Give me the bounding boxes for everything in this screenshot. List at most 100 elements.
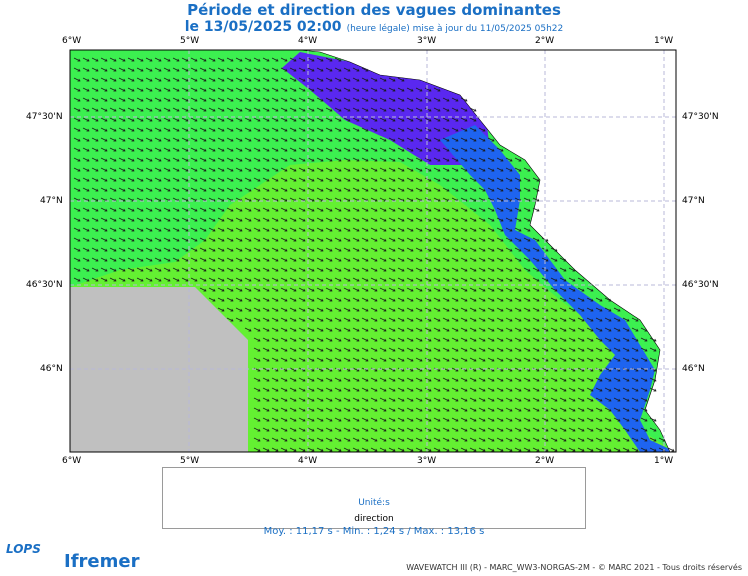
direction-arrowhead — [572, 368, 576, 372]
direction-arrow — [154, 117, 162, 122]
direction-arrow — [622, 427, 630, 432]
direction-arrowhead — [239, 78, 243, 82]
direction-arrow — [379, 97, 387, 102]
direction-arrowhead — [320, 388, 324, 392]
direction-arrowhead — [149, 78, 153, 82]
direction-arrow — [253, 107, 261, 112]
direction-arrowhead — [266, 208, 270, 212]
direction-arrowhead — [338, 418, 342, 422]
direction-arrow — [163, 277, 171, 282]
direction-arrowhead — [239, 68, 243, 72]
direction-arrowhead — [392, 88, 396, 92]
direction-arrowhead — [329, 188, 333, 192]
direction-arrow — [334, 137, 342, 142]
direction-arrow — [379, 137, 387, 142]
direction-arrow — [532, 237, 540, 242]
direction-arrow — [433, 207, 441, 212]
direction-arrowhead — [113, 138, 117, 142]
direction-arrow — [523, 247, 531, 252]
direction-arrow — [145, 67, 153, 72]
direction-arrow — [469, 357, 477, 362]
direction-arrow — [352, 67, 360, 72]
direction-arrow — [343, 217, 351, 222]
direction-arrow — [397, 117, 405, 122]
direction-arrow — [388, 397, 396, 402]
direction-arrow — [109, 87, 117, 92]
direction-arrowhead — [311, 58, 315, 62]
direction-arrowhead — [95, 78, 99, 82]
direction-arrowhead — [293, 308, 297, 312]
direction-arrowhead — [266, 118, 270, 122]
direction-arrow — [388, 377, 396, 382]
direction-arrow — [433, 177, 441, 182]
direction-arrow — [514, 277, 522, 282]
direction-arrowhead — [185, 228, 189, 232]
direction-arrowhead — [104, 188, 108, 192]
direction-arrow — [388, 97, 396, 102]
direction-arrowhead — [158, 58, 162, 62]
direction-arrowhead — [311, 338, 315, 342]
direction-arrow — [613, 357, 621, 362]
direction-arrow — [217, 217, 225, 222]
direction-arrow — [406, 347, 414, 352]
direction-arrowhead — [131, 208, 135, 212]
direction-arrow — [325, 157, 333, 162]
direction-arrow — [190, 57, 198, 62]
direction-arrow — [406, 407, 414, 412]
direction-arrowhead — [410, 278, 414, 282]
direction-arrow — [244, 267, 252, 272]
direction-arrowhead — [347, 208, 351, 212]
direction-arrowhead — [383, 358, 387, 362]
direction-arrow — [541, 277, 549, 282]
direction-arrowhead — [311, 388, 315, 392]
direction-arrowhead — [293, 398, 297, 402]
direction-arrowhead — [374, 408, 378, 412]
direction-arrow — [388, 117, 396, 122]
direction-arrowhead — [257, 228, 261, 232]
direction-arrowhead — [212, 88, 216, 92]
direction-arrowhead — [158, 148, 162, 152]
direction-arrow — [172, 257, 180, 262]
direction-arrowhead — [572, 328, 576, 332]
direction-arrowhead — [491, 148, 495, 152]
direction-arrow — [649, 447, 657, 452]
direction-arrowhead — [176, 138, 180, 142]
direction-arrow — [379, 207, 387, 212]
direction-arrowhead — [257, 328, 261, 332]
direction-arrowhead — [302, 448, 306, 452]
direction-arrow — [289, 137, 297, 142]
direction-arrow — [361, 357, 369, 362]
direction-arrowhead — [374, 128, 378, 132]
direction-arrowhead — [374, 368, 378, 372]
direction-arrow — [496, 177, 504, 182]
direction-arrow — [298, 287, 306, 292]
direction-arrow — [181, 147, 189, 152]
direction-arrow — [154, 127, 162, 132]
direction-arrow — [226, 237, 234, 242]
direction-arrow — [244, 297, 252, 302]
direction-arrow — [217, 57, 225, 62]
direction-arrow — [226, 297, 234, 302]
direction-arrow — [640, 387, 648, 392]
direction-arrow — [172, 147, 180, 152]
direction-arrow — [208, 217, 216, 222]
direction-arrow — [640, 337, 648, 342]
direction-arrowhead — [500, 158, 504, 162]
direction-arrowhead — [617, 358, 621, 362]
direction-arrowhead — [401, 148, 405, 152]
direction-arrowhead — [545, 428, 549, 432]
direction-arrow — [127, 207, 135, 212]
direction-arrow — [460, 407, 468, 412]
direction-arrow — [244, 317, 252, 322]
direction-arrowhead — [383, 318, 387, 322]
direction-arrow — [577, 357, 585, 362]
direction-arrow — [334, 97, 342, 102]
direction-arrow — [352, 437, 360, 442]
direction-arrow — [415, 227, 423, 232]
direction-arrowhead — [176, 98, 180, 102]
direction-arrowhead — [356, 158, 360, 162]
direction-arrow — [433, 347, 441, 352]
direction-arrowhead — [446, 108, 450, 112]
direction-arrow — [199, 147, 207, 152]
direction-arrow — [145, 247, 153, 252]
